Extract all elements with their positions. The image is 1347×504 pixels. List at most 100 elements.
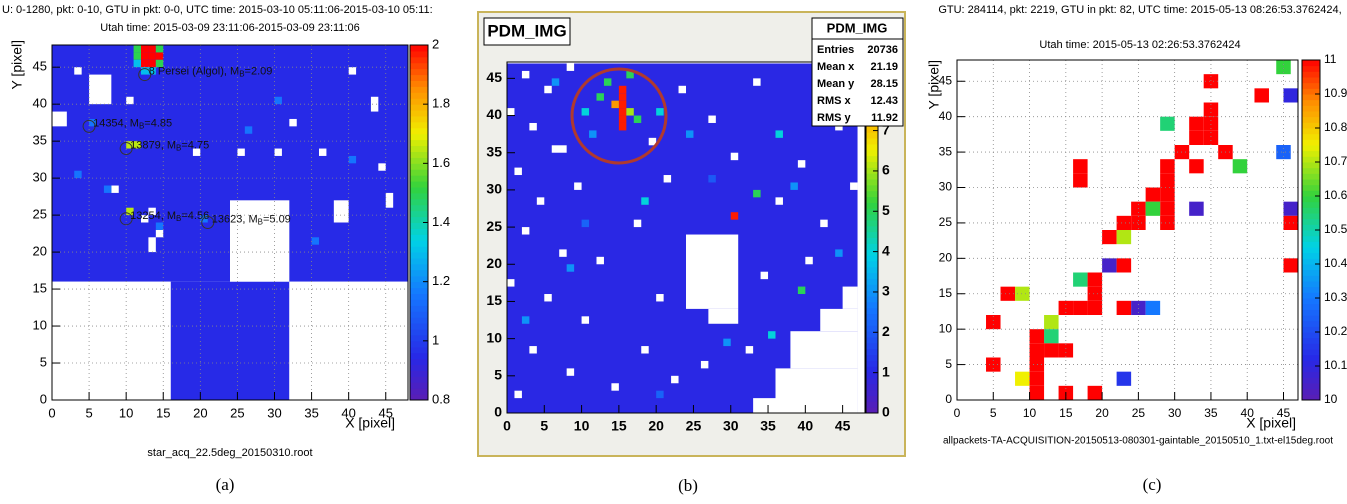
empty-cell [596,256,604,265]
colorbar-band [1302,360,1320,367]
colorbar-band [410,334,428,342]
star-label: 13254, MB=4.56 [130,210,209,223]
empty-cell [842,286,858,309]
y-tick-label: 45 [939,73,953,87]
colorbar-label: 1.6 [432,155,450,170]
colorbar-band [410,269,428,277]
colorbar-band [1302,179,1320,186]
cell [1044,343,1059,358]
y-tick-label: 30 [33,170,47,185]
colorbar-band [866,161,878,168]
y-tick-label: 0 [40,391,47,406]
colorbar-frame [409,44,429,401]
x-tick-label: 40 [798,418,814,434]
colorbar-band [866,214,878,221]
cell [596,93,604,101]
y-tick-label: 10 [486,329,502,345]
y-tick-label: 0 [945,392,952,406]
colorbar-band [1302,247,1320,254]
empty-cell [566,368,575,376]
colorbar-band [866,296,878,303]
colorbar-band [410,329,428,336]
colorbar-band [410,62,428,70]
colorbar-band [410,145,428,152]
cell [126,141,134,149]
colorbar-band [410,116,428,123]
star-label: 8 Persei (Algol), MB=2.09 [149,65,273,78]
cell [141,59,149,68]
cell [611,100,619,109]
empty-cell [126,96,134,105]
colorbar-band [410,240,428,247]
cell [521,316,530,324]
colorbar-band [1302,258,1320,265]
colorbar-band [866,202,878,209]
y-tick-label: 40 [939,109,953,123]
colorbar-band [410,222,428,229]
colorbar-band [866,407,878,414]
cell [1283,88,1298,103]
colorbar-band [410,370,428,377]
x-tick-label: 45 [1277,406,1291,420]
plots: 0 5 10 15 20 25 30 35 40 450510152025303540450.81… [2,4,1347,495]
colorbar-band [866,155,878,162]
colorbar-band [1302,269,1320,276]
empty-cell [529,346,537,354]
colorbar-band [410,299,428,306]
colorbar-band [1302,292,1320,299]
colorbar-band [1302,281,1320,288]
cell [551,78,560,86]
colorbar-band [410,323,428,330]
cell [155,59,164,68]
colorbar-band [410,204,428,212]
star-mag: =4.85 [144,117,172,129]
star-band: B [258,218,263,227]
cell [1029,357,1045,372]
empty-cell [730,152,739,161]
star-marker [201,216,215,229]
colorbar-band [1302,343,1320,350]
caption: (c) [1143,475,1162,494]
stats-value: 21.19 [870,61,898,73]
cell [1160,215,1175,230]
empty-cell [289,118,297,127]
empty-cell [797,160,806,168]
colorbar-band [1302,366,1320,373]
colorbar-label: 10.9 [1324,86,1347,100]
colorbar-band [1302,371,1320,378]
colorbar-label: 10.6 [1324,188,1347,202]
cell [618,115,627,123]
y-tick-label: 40 [33,96,47,111]
cell [1145,187,1161,202]
empty-cell [52,281,171,400]
colorbar-label: 6 [882,162,890,178]
y-tick-label: 20 [486,255,502,271]
empty-cell [566,63,575,71]
colorbar-band [866,138,878,145]
colorbar-band [1302,298,1320,305]
cell [1283,201,1298,216]
cell [730,212,739,220]
empty-cell [850,182,858,190]
cell [133,52,141,60]
highlight-circle [570,67,668,165]
cell [1073,272,1088,287]
cell [1116,300,1132,315]
colorbar-band [1302,326,1320,333]
cell [1160,116,1175,131]
colorbar-band [1302,264,1320,271]
y-tick-label: 30 [939,180,953,194]
colorbar-label: 10.4 [1324,256,1347,270]
star-band: B [239,70,244,79]
cell [148,52,156,60]
y-tick-label: 10 [939,321,953,335]
colorbar-band [410,210,428,218]
empty-cell [648,137,657,146]
colorbar-band [410,181,428,188]
colorbar-band [410,127,428,135]
cell [1203,102,1219,117]
colorbar-band [1302,235,1320,242]
colorbar-band [410,281,428,289]
cell [155,52,164,60]
cell [1073,159,1088,174]
